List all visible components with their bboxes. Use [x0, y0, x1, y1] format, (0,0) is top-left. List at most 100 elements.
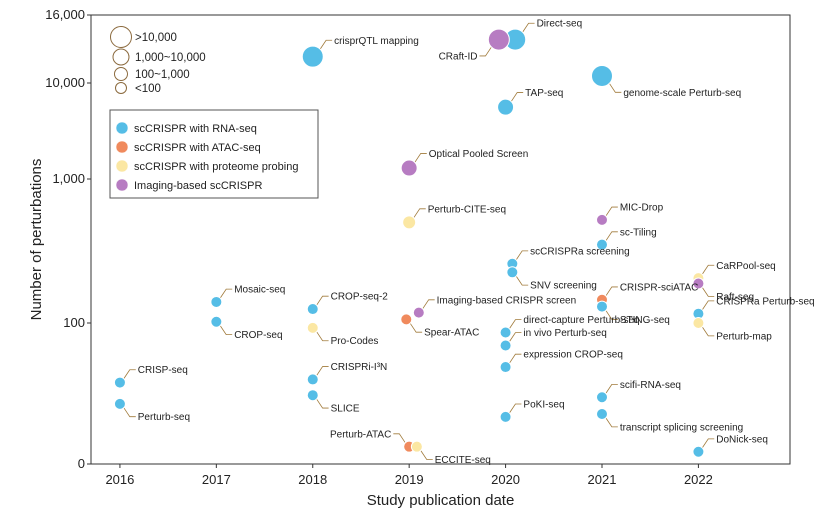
x-tick-label: 2022 — [684, 472, 713, 487]
point-pro-codes — [306, 321, 319, 334]
point-perturb-seq — [113, 397, 126, 410]
leader-crispr-sciatac — [605, 286, 618, 297]
y-axis-title: Number of perturbations — [28, 159, 45, 321]
leader-mic-drop — [605, 206, 618, 217]
leader-slice — [316, 398, 329, 409]
leader-perturb-seq — [123, 407, 136, 418]
label-donick-seq: DoNick-seq — [716, 434, 768, 445]
point-snv-screening — [506, 266, 519, 279]
legends: >10,000 1,000~10,000 100~1,000 <100 scCRISPR… — [109, 26, 319, 199]
point-eccite-seq — [410, 440, 423, 453]
leader-direct-capture-perturb-seq — [509, 319, 522, 329]
label-crop-seq: CROP-seq — [234, 330, 282, 341]
label-optical-pooled-screen: Optical Pooled Screen — [429, 149, 529, 160]
label-perturb-atac: Perturb-ATAC — [330, 429, 391, 440]
legend-label-img: Imaging-based scCRISPR — [134, 180, 262, 192]
x-tick-label: 2016 — [105, 472, 134, 487]
leader-poki-seq — [509, 403, 522, 414]
point-imaging-based-crispr-screen — [412, 306, 425, 319]
point-sting-seq — [595, 300, 608, 313]
leader-pro-codes — [316, 331, 329, 342]
point-mic-drop — [595, 213, 608, 226]
leader-crispra-perturb-seq — [701, 300, 715, 311]
label-mic-drop: MIC-Drop — [620, 203, 664, 214]
point-poki-seq — [499, 410, 512, 423]
point-genome-scale-perturb-seq — [590, 64, 613, 87]
x-tick-label: 2018 — [298, 472, 327, 487]
label-sting-seq: STING-seq — [620, 315, 670, 326]
label-genome-scale-perturb-seq: genome-scale Perturb-seq — [623, 88, 741, 99]
label-slice: SLICE — [331, 404, 360, 415]
label-crop-seq-2: CROP-seq-2 — [331, 292, 389, 303]
label-eccite-seq: ECCITE-seq — [435, 455, 491, 466]
leader-perturb-atac — [393, 433, 406, 444]
point-crisp-seq — [113, 376, 126, 389]
leader-eccite-seq — [420, 450, 433, 460]
leader-raft-seq — [701, 287, 715, 297]
label-scifi-rna-seq: scifi-RNA-seq — [620, 380, 681, 391]
point-annotations: CRISP-seq Perturb-seq Mosaic-seq CROP-seq cr… — [138, 19, 815, 466]
label-crispr-sciatac: CRISPR-sciATAC — [620, 282, 699, 293]
label-imaging-based-crispr-screen: Imaging-based CRISPR screen — [437, 295, 577, 306]
leader-mosaic-seq — [219, 288, 233, 299]
label-crisprqtl-mapping: crisprQTL mapping — [334, 36, 419, 47]
point-scifi-rna-seq — [595, 391, 608, 404]
axes: 0 100 1,000 10,000 16,000 2016 2017 2018 2019 202… — [28, 7, 791, 509]
leader-perturb-cite-seq — [413, 208, 426, 219]
size-legend-label-1: 1,000~10,000 — [135, 52, 206, 64]
leader-carpool-seq — [701, 264, 715, 275]
leader-craft-id — [479, 46, 492, 57]
legend-swatch-rna — [115, 121, 129, 135]
label-poki-seq: PoKI-seq — [523, 400, 564, 411]
point-crispri-i-n — [306, 373, 319, 386]
leader-crisprqtl-mapping — [319, 39, 333, 50]
label-direct-seq: Direct-seq — [537, 19, 583, 30]
leader-optical-pooled-screen — [414, 153, 427, 163]
leader-tap-seq — [510, 92, 524, 102]
leader-scifi-rna-seq — [605, 383, 618, 394]
label-expression-crop-seq: expression CROP-seq — [523, 350, 622, 361]
leader-crispri-i-n — [316, 366, 329, 376]
label-crispra-perturb-seq: CRISPRa Perturb-seq — [716, 296, 814, 307]
label-direct-capture-perturb-seq: direct-capture Perturb-seq — [523, 315, 639, 326]
y-tick-label: 100 — [63, 315, 85, 330]
point-crop-seq-2 — [306, 303, 319, 316]
label-in-vivo-perturb-seq: in vivo Perturb-seq — [523, 328, 606, 339]
point-spear-atac — [400, 313, 413, 326]
size-legend-circle-2 — [114, 67, 128, 81]
leader-direct-seq — [522, 22, 535, 33]
label-spear-atac: Spear-ATAC — [424, 328, 479, 339]
leader-crop-seq-2 — [316, 295, 329, 306]
label-perturb-cite-seq: Perturb-CITE-seq — [428, 204, 506, 215]
size-legend-circle-0 — [110, 26, 132, 48]
point-raft-seq — [692, 277, 705, 290]
legend-label-atac: scCRISPR with ATAC-seq — [134, 142, 261, 154]
leader-perturb-map — [701, 326, 715, 337]
point-in-vivo-perturb-seq — [499, 339, 512, 352]
legend-label-rna: scCRISPR with RNA-seq — [134, 123, 257, 135]
point-crop-seq — [210, 315, 223, 328]
leader-crop-seq — [219, 325, 233, 336]
leader-donick-seq — [701, 438, 715, 449]
size-legend-circle-1 — [112, 48, 130, 66]
label-crisp-seq: CRISP-seq — [138, 365, 188, 376]
leader-expression-crop-seq — [509, 353, 522, 364]
label-transcript-splicing-screening: transcript splicing screening — [620, 422, 743, 433]
label-perturb-map: Perturb-map — [716, 331, 772, 342]
legend-swatch-atac — [115, 140, 129, 154]
leader-sc-tiling — [605, 231, 618, 242]
point-perturb-map — [692, 317, 705, 329]
x-axis-title: Study publication date — [367, 492, 515, 509]
size-legend-circle-3 — [115, 82, 127, 94]
x-tick-label: 2019 — [395, 472, 424, 487]
point-donick-seq — [692, 445, 705, 458]
legend-label-prot: scCRISPR with proteome probing — [134, 161, 298, 173]
label-carpool-seq: CaRPool-seq — [716, 261, 775, 272]
point-transcript-splicing-screening — [595, 408, 608, 421]
leader-in-vivo-perturb-seq — [509, 332, 522, 342]
leader-imaging-based-crispr-screen — [422, 299, 435, 310]
leader-genome-scale-perturb-seq — [609, 83, 622, 93]
point-sc-tiling — [595, 238, 608, 251]
point-optical-pooled-screen — [400, 159, 418, 177]
